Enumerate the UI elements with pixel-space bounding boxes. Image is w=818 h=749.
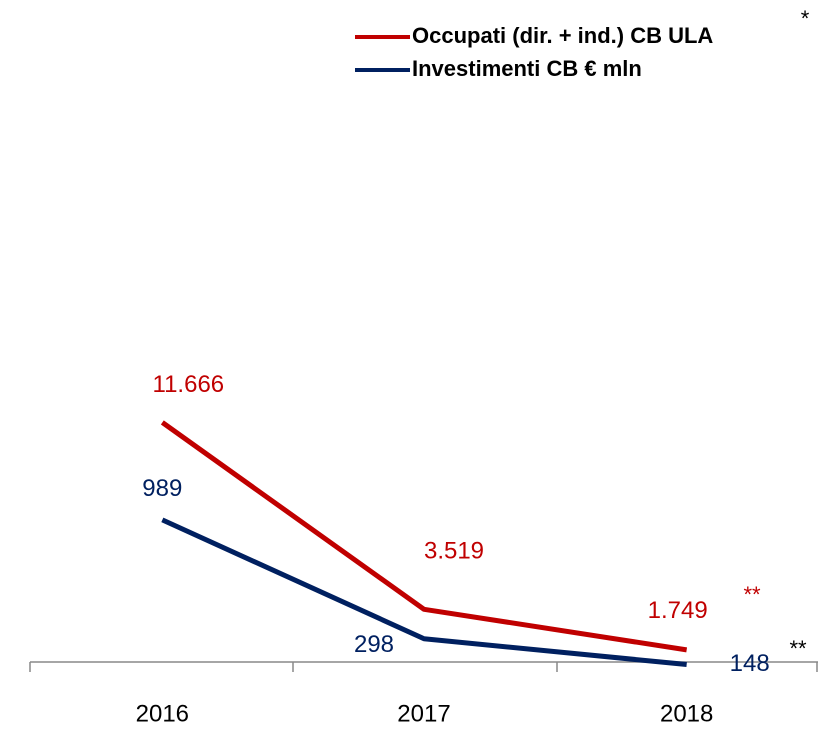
annotation: ** — [743, 582, 761, 607]
legend-label: Investimenti CB € mln — [412, 56, 642, 81]
data-label: 11.666 — [153, 371, 225, 398]
x-tick-label: 2017 — [397, 700, 450, 727]
series-line — [161, 517, 687, 668]
legend-label: Occupati (dir. + ind.) CB ULA — [412, 23, 713, 48]
x-tick-label: 2018 — [660, 700, 713, 727]
annotation: * — [801, 6, 810, 31]
data-label: 298 — [354, 631, 394, 658]
annotation: ** — [789, 636, 807, 661]
data-label: 1.749 — [648, 597, 708, 624]
data-label: 3.519 — [424, 538, 484, 565]
x-tick-label: 2016 — [136, 700, 189, 727]
data-label: 989 — [142, 475, 182, 502]
series-line — [160, 420, 688, 653]
data-label: 148 — [730, 650, 770, 677]
